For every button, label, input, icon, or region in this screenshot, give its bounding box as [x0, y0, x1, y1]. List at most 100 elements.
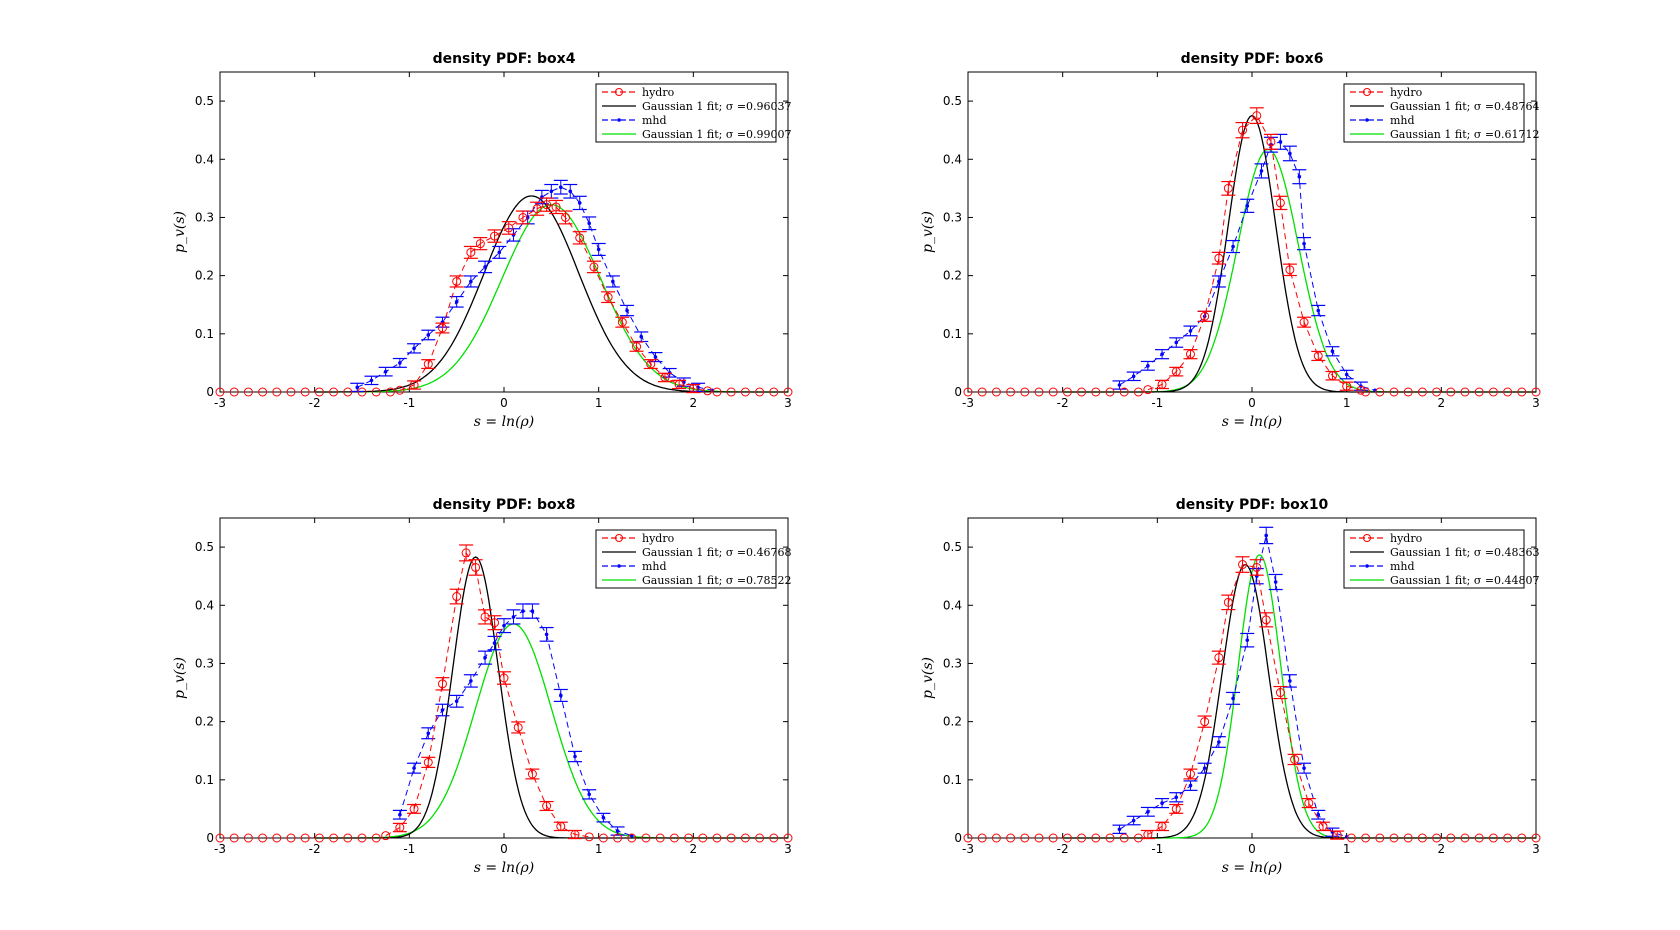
- legend-marker-hydro: [1363, 88, 1371, 96]
- mhd-point: [615, 829, 620, 833]
- x-tick-label: 3: [784, 396, 792, 410]
- hydro-point: [229, 833, 239, 843]
- y-tick-label: 0.4: [943, 152, 962, 166]
- hydro-point: [1299, 317, 1309, 327]
- hydro-point: [243, 833, 253, 843]
- x-tick-label: 2: [690, 396, 698, 410]
- hydro-point: [1171, 804, 1181, 814]
- hydro-point: [684, 833, 694, 843]
- hydro-point: [1171, 367, 1181, 377]
- hydro-point: [1313, 351, 1323, 361]
- x-tick-label: -1: [403, 396, 415, 410]
- hydro-fit-line: [314, 556, 788, 839]
- hydro-point: [1048, 833, 1058, 843]
- y-tick-label: 0.5: [195, 94, 214, 108]
- hydro-point: [1275, 198, 1285, 208]
- hydro-point: [755, 833, 765, 843]
- hydro-point: [688, 384, 698, 394]
- hydro-point: [963, 387, 973, 397]
- x-tick-label: 2: [1438, 396, 1446, 410]
- legend-label-hydro_fit: Gaussian 1 fit; σ =0.96037: [642, 100, 792, 113]
- hydro-point: [527, 769, 537, 779]
- hydro-point: [726, 833, 736, 843]
- chart-title: density PDF: box8: [433, 497, 576, 513]
- mhd-point: [469, 679, 473, 683]
- hydro-point: [1375, 833, 1385, 843]
- hydro-point: [504, 223, 514, 233]
- hydro-point: [243, 387, 253, 397]
- hydro-point: [598, 833, 608, 843]
- y-tick-label: 0: [954, 385, 962, 399]
- y-tick-label: 0: [206, 831, 214, 845]
- hydro-point: [1361, 387, 1371, 397]
- hydro-point: [475, 239, 485, 249]
- mhd-line: [357, 186, 713, 391]
- hydro-point: [1105, 833, 1115, 843]
- mhd-point: [549, 189, 554, 194]
- hydro-point: [1062, 833, 1072, 843]
- legend-label-mhd: mhd: [642, 560, 667, 573]
- hydro-point: [632, 342, 642, 352]
- hydro-point: [1517, 387, 1527, 397]
- legend-label-mhd_fit: Gaussian 1 fit; σ =0.78522: [642, 574, 792, 587]
- hydro-point: [1020, 833, 1030, 843]
- x-tick-label: 3: [784, 842, 792, 856]
- x-tick-label: -1: [1151, 396, 1163, 410]
- mhd-point: [440, 708, 445, 712]
- hydro-point: [1223, 597, 1233, 607]
- mhd-point: [355, 385, 360, 390]
- x-tick-label: -2: [309, 842, 321, 856]
- mhd-point: [1316, 308, 1321, 313]
- mhd-point: [639, 334, 644, 339]
- hydro-line: [385, 551, 590, 838]
- hydro-point: [1342, 381, 1352, 391]
- x-tick-label: -2: [1057, 842, 1069, 856]
- mhd-point: [573, 754, 577, 759]
- hydro-point: [1432, 387, 1442, 397]
- hydro-point: [542, 801, 552, 811]
- hydro-point: [977, 387, 987, 397]
- hydro-point: [660, 372, 670, 382]
- mhd-point: [1302, 241, 1306, 246]
- hydro-point: [674, 379, 684, 389]
- chart-panel-4: density PDF: box10 -3 -2 -1 0 1 2 3 0 0.1 0.2 0.3 0.…: [920, 497, 1541, 876]
- mhd-point: [1174, 340, 1179, 345]
- mhd-point: [1330, 349, 1335, 354]
- hydro-point: [1460, 833, 1470, 843]
- hydro-point: [1105, 387, 1115, 397]
- legend-label-hydro: hydro: [1390, 86, 1423, 99]
- mhd-point: [1297, 174, 1302, 179]
- legend-marker-mhd: [617, 564, 621, 568]
- mhd-point: [1217, 279, 1221, 284]
- hydro-point: [641, 833, 651, 843]
- hydro-point: [314, 833, 324, 843]
- chart-panel-2: density PDF: box6 -3 -2 -1 0 1 2 3 0 0.1 0.2 0.3 0.4…: [920, 51, 1541, 430]
- hydro-line: [1147, 114, 1362, 391]
- hydro-point: [471, 562, 481, 572]
- hydro-point: [1238, 125, 1248, 135]
- hydro-point: [617, 317, 627, 327]
- mhd-point: [1344, 372, 1349, 377]
- hydro-point: [1119, 387, 1129, 397]
- hydro-point: [1460, 387, 1470, 397]
- legend-label-mhd_fit: Gaussian 1 fit; σ =0.44807: [1390, 574, 1540, 587]
- x-tick-label: 0: [500, 842, 508, 856]
- legend-box: [1343, 529, 1525, 589]
- hydro-point: [755, 387, 765, 397]
- mhd-point: [1231, 696, 1235, 701]
- mhd-point: [497, 250, 502, 255]
- hydro-point: [698, 833, 708, 843]
- hydro-point: [215, 833, 225, 843]
- hydro-point: [357, 387, 367, 397]
- mhd-point: [454, 300, 459, 304]
- hydro-point: [423, 359, 433, 369]
- hydro-point: [518, 212, 528, 222]
- hydro-point: [371, 833, 381, 843]
- hydro-point: [1133, 387, 1143, 397]
- hydro-point: [423, 757, 433, 767]
- legend-label-mhd: mhd: [1390, 114, 1415, 127]
- hydro-point: [1091, 387, 1101, 397]
- hydro-point: [589, 262, 599, 272]
- hydro-point: [1006, 387, 1016, 397]
- hydro-point: [1503, 387, 1513, 397]
